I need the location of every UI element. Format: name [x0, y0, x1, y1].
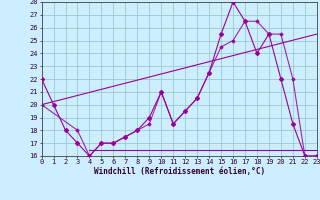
X-axis label: Windchill (Refroidissement éolien,°C): Windchill (Refroidissement éolien,°C) — [94, 167, 265, 176]
